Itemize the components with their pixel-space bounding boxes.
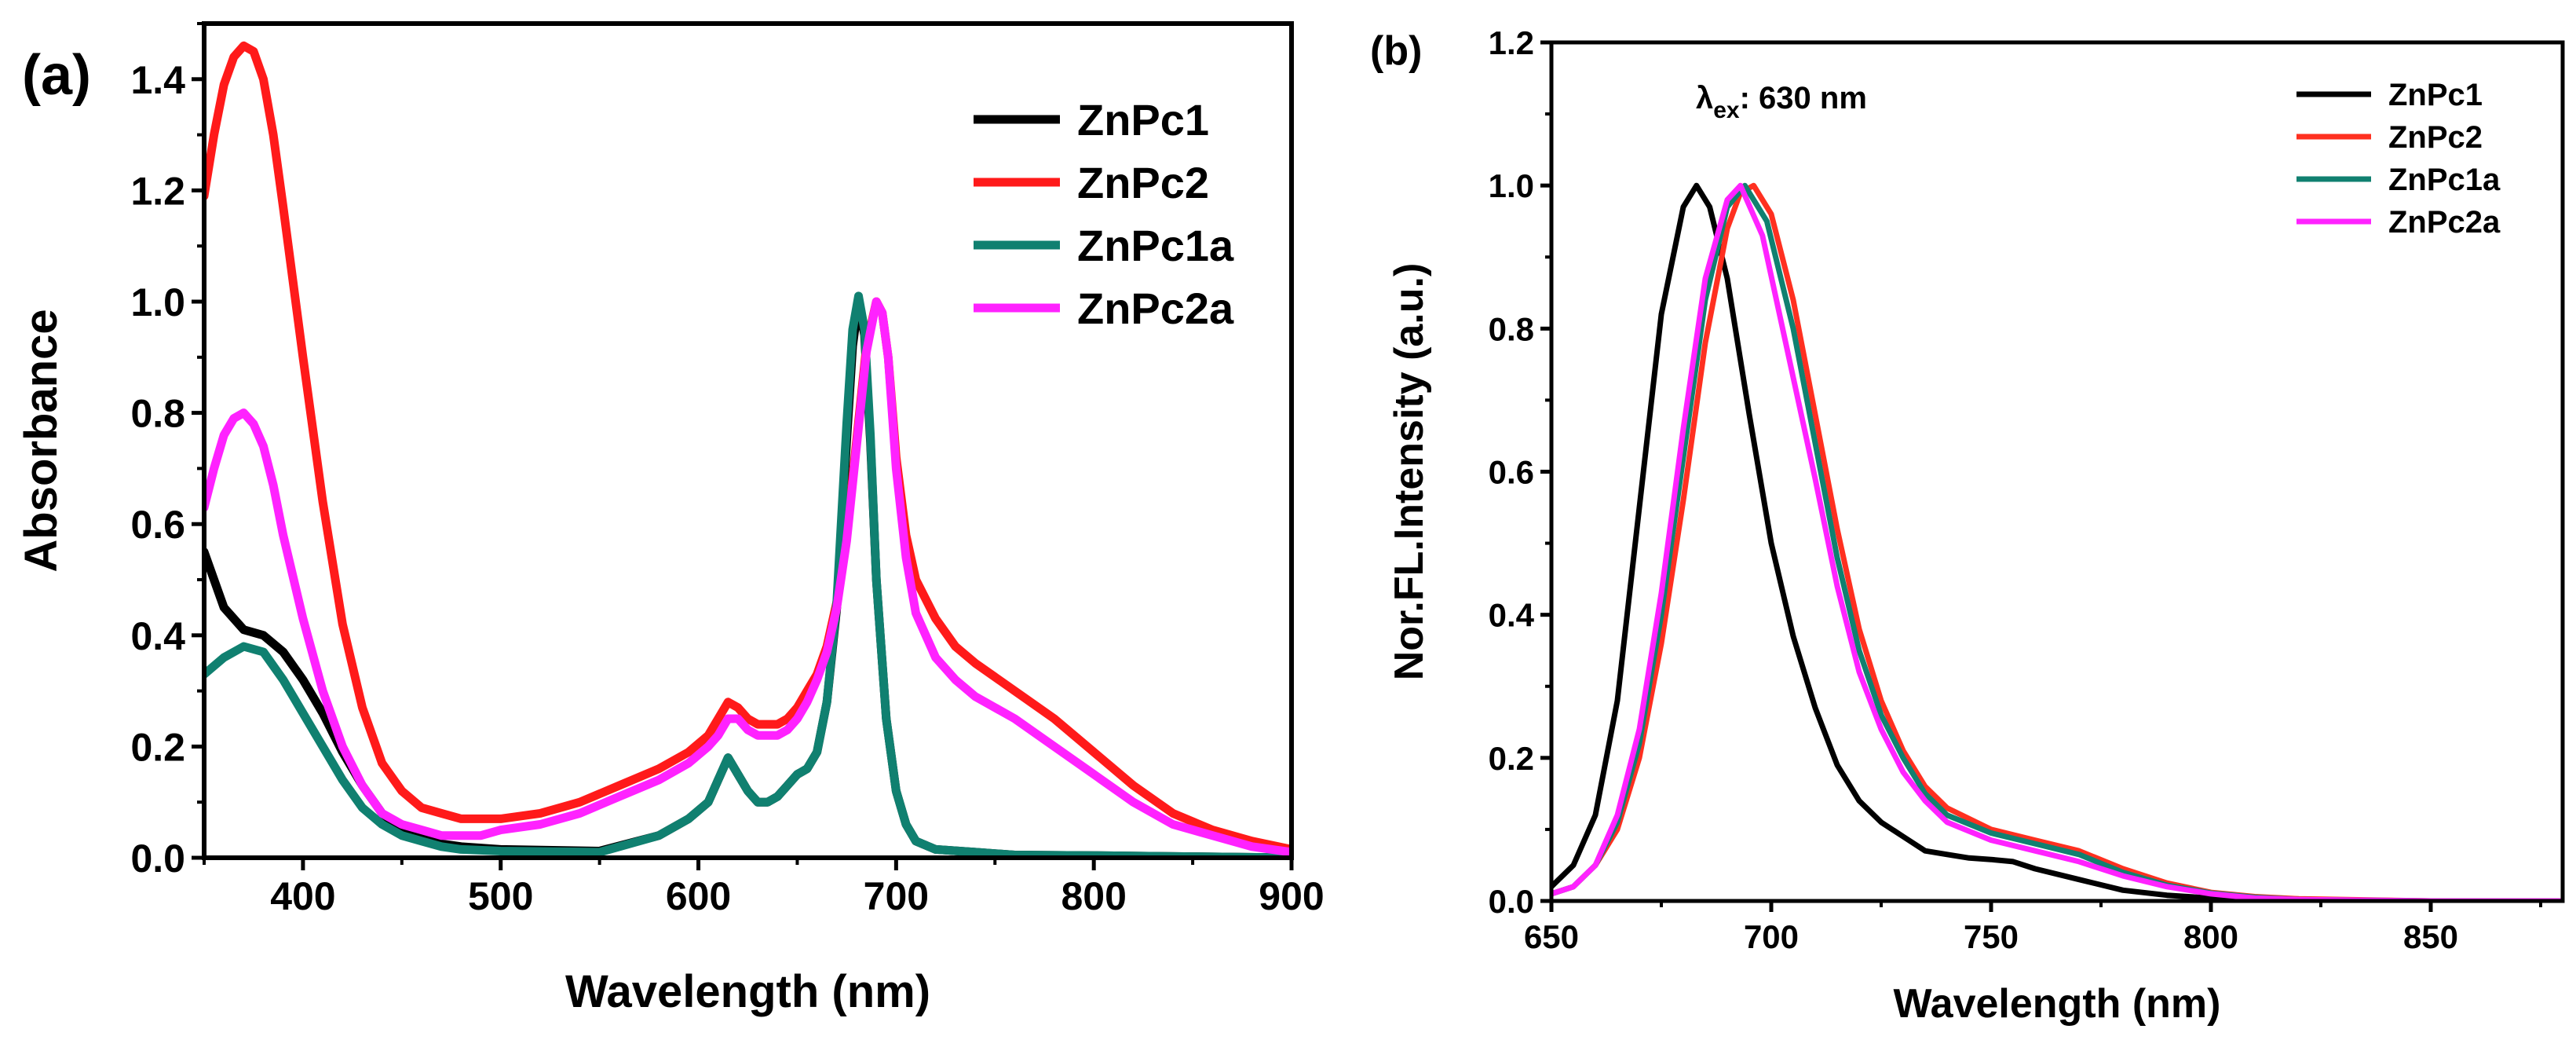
panel-a-x-axis-label: Wavelength (nm)	[565, 966, 930, 1017]
panel-a-y-tick-label: 0.6	[130, 503, 185, 547]
panel-b-x-tick-label: 800	[2183, 918, 2238, 955]
panel-a-y-tick-label: 0.2	[130, 725, 185, 769]
panel-a-y-tick-label: 1.4	[130, 58, 185, 102]
panel-b-x-tick-label: 850	[2403, 918, 2458, 955]
panel-b-y-tick-label: 0.0	[1489, 883, 1534, 920]
panel-a-series-znpc1	[204, 297, 1292, 858]
panel-b-legend-label: ZnPc2a	[2388, 205, 2501, 240]
panel-a-x-tick-label: 400	[270, 874, 335, 918]
panel-a-legend: ZnPc1 ZnPc2 ZnPc1a ZnPc2a	[974, 95, 1234, 333]
panel-a-series-znpc2	[204, 41, 1292, 854]
panel-a-x-tick-label: 500	[468, 874, 533, 918]
panel-b-legend-label: ZnPc1a	[2388, 163, 2501, 197]
panel-b-tag: (b)	[1370, 28, 1422, 74]
panel-a: (a) 400 500 600 700 800 900 0.0 0.2 0.4 0.6 0.8 1.0…	[16, 21, 1325, 1017]
panel-a-x-tick-label: 800	[1061, 874, 1126, 918]
excitation-value: : 630 nm	[1740, 81, 1867, 115]
panel-a-y-tick-label: 0.8	[130, 392, 185, 436]
panel-b-series-znpc2a	[1551, 182, 2563, 901]
panel-a-legend-label: ZnPc1a	[1077, 221, 1234, 270]
panel-a-x-tick-label: 600	[666, 874, 731, 918]
panel-a-series	[204, 41, 1292, 858]
panel-b-y-tick-label: 0.6	[1489, 454, 1534, 491]
panel-a-plot-frame	[202, 21, 1294, 860]
panel-b-y-tick-label: 1.2	[1489, 24, 1534, 61]
panel-b: (b) 650 700 750 800 850 0.0 0.2 0.4 0.6 0.8 1.0 1.2…	[1370, 24, 2565, 1027]
panel-a-legend-label: ZnPc1	[1077, 95, 1209, 145]
panel-a-y-tick-label: 0.4	[130, 614, 185, 658]
panel-a-x-tick-label: 900	[1259, 874, 1324, 918]
panel-b-y-tick-label: 0.8	[1489, 310, 1534, 347]
panel-b-x-tick-label: 650	[1524, 918, 1579, 955]
panel-b-y-tick-label: 0.2	[1489, 740, 1534, 777]
panel-b-series	[1551, 182, 2563, 901]
panel-a-legend-label: ZnPc2a	[1077, 284, 1234, 333]
panel-a-y-axis-label: Absorbance	[16, 309, 67, 572]
panel-b-ticks: 650 700 750 800 850 0.0 0.2 0.4 0.6 0.8 1.0 1.2	[1489, 24, 2542, 955]
panel-a-tag: (a)	[22, 44, 91, 107]
panel-b-y-tick-label: 1.0	[1489, 167, 1534, 204]
panel-a-legend-label: ZnPc2	[1077, 158, 1209, 207]
panel-a-x-tick-label: 700	[864, 874, 929, 918]
panel-a-y-tick-label: 0.0	[130, 837, 185, 881]
panel-b-x-axis-label: Wavelength (nm)	[1894, 981, 2221, 1027]
panel-b-legend: ZnPc1 ZnPc2 ZnPc1a ZnPc2a	[2296, 78, 2501, 240]
panel-b-excitation-annotation: λex: 630 nm	[1696, 81, 1867, 123]
panel-a-series-znpc1a	[204, 291, 1292, 858]
panel-a-y-tick-label: 1.0	[130, 280, 185, 324]
panel-a-series-znpc2a	[204, 297, 1292, 857]
panel-b-y-tick-label: 0.4	[1489, 597, 1535, 634]
panel-b-y-axis-label: Nor.FL.Intensity (a.u.)	[1387, 263, 1432, 681]
excitation-symbol: λ	[1696, 81, 1713, 115]
panel-b-x-tick-label: 700	[1744, 918, 1799, 955]
excitation-subscript: ex	[1713, 97, 1740, 123]
panel-a-ticks: 400 500 600 700 800 900 0.0 0.2 0.4 0.6 0.8 1.0 1.2 1…	[130, 22, 1325, 918]
panel-b-series-znpc1	[1551, 182, 2563, 901]
panel-a-y-tick-label: 1.2	[130, 169, 185, 213]
panel-b-legend-label: ZnPc2	[2388, 120, 2483, 155]
panel-b-legend-label: ZnPc1	[2388, 78, 2483, 112]
panel-b-x-tick-label: 750	[1964, 918, 2019, 955]
